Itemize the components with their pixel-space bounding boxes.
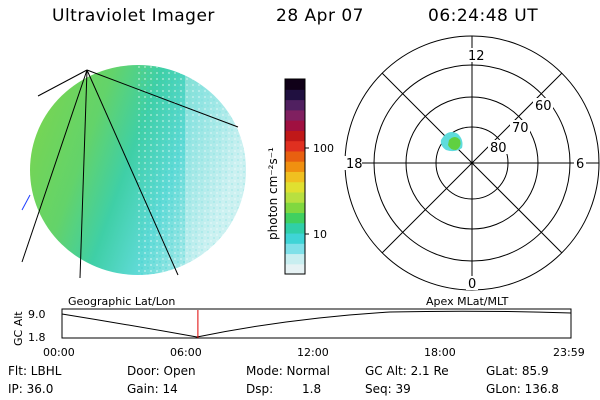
terminator-segment bbox=[21, 194, 31, 211]
colorbar-segment bbox=[285, 212, 305, 224]
mlt-label-6: 6 bbox=[576, 157, 584, 172]
lat-label-bg-60 bbox=[533, 98, 553, 112]
colorbar-segment bbox=[285, 120, 305, 131]
colorbar-segment bbox=[285, 89, 305, 101]
colorbar-segment bbox=[285, 140, 305, 152]
x-tick-label-2359: 23:59 bbox=[553, 346, 585, 359]
x-tick-label-0000: 00:00 bbox=[43, 346, 75, 359]
polar-diagonal-b bbox=[381, 72, 563, 254]
colorbar bbox=[285, 79, 305, 275]
mlt-label-18: 18 bbox=[346, 157, 363, 172]
colorbar-segment bbox=[285, 222, 305, 234]
colorbar-segment bbox=[285, 171, 305, 183]
footer-dsp-label: Dsp: bbox=[246, 382, 274, 396]
colorbar-frame bbox=[284, 78, 306, 275]
lat-label-bg-70 bbox=[510, 120, 530, 134]
x-tick-label-0600: 06:00 bbox=[170, 346, 202, 359]
footer-glat: GLat: 85.9 bbox=[486, 364, 549, 378]
footer-mode: Mode: Normal bbox=[246, 364, 330, 378]
colorbar-segment bbox=[285, 232, 305, 244]
altitude-curve bbox=[61, 310, 572, 338]
y-tick-label-low: 1.8 bbox=[28, 331, 46, 344]
colorbar-segment bbox=[285, 202, 305, 214]
colorbar-segment bbox=[285, 191, 305, 203]
footer-door: Door: Open bbox=[127, 364, 196, 378]
mlt-label-bg-6 bbox=[574, 156, 586, 170]
colorbar-segment bbox=[285, 109, 305, 121]
colorbar-tick-label-100: 100 bbox=[313, 142, 334, 155]
footer-glon: GLon: 136.8 bbox=[486, 382, 559, 396]
lat-label-60: 60 bbox=[535, 99, 552, 114]
lat-label-80: 80 bbox=[490, 141, 507, 156]
colorbar-segment bbox=[285, 253, 305, 265]
polar-aurora-blob bbox=[440, 132, 463, 152]
timeline-frame bbox=[61, 308, 572, 339]
mlt-label-0: 0 bbox=[468, 277, 476, 292]
lat-label-70: 70 bbox=[512, 121, 529, 136]
polar-plot bbox=[344, 35, 600, 291]
footer-dsp-value: 1.8 bbox=[302, 382, 322, 396]
earth-disk-image bbox=[30, 65, 246, 275]
footer-flt: Flt: LBHL bbox=[8, 364, 62, 378]
colorbar-segment bbox=[285, 161, 305, 172]
colorbar-segment bbox=[285, 181, 305, 193]
geographic-grid-lines bbox=[21, 69, 239, 279]
colorbar-tick-label-10: 10 bbox=[313, 228, 327, 241]
mlt-label-bg-0 bbox=[466, 276, 478, 290]
colorbar-segment bbox=[285, 243, 305, 255]
x-tick-label-1800: 18:00 bbox=[424, 346, 456, 359]
colorbar-segment bbox=[285, 130, 305, 142]
mlt-label-12: 12 bbox=[468, 49, 485, 64]
x-tick-label-1200: 12:00 bbox=[297, 346, 329, 359]
colorbar-unit-label: photon cm⁻²s⁻¹ bbox=[266, 147, 280, 240]
instrument-title: Ultraviolet Imager bbox=[52, 6, 215, 26]
footer-gc-alt: GC Alt: 2.1 Re bbox=[365, 364, 449, 378]
footer-ip: IP: 36.0 bbox=[8, 382, 54, 396]
colorbar-segment bbox=[285, 79, 305, 90]
footer-seq: Seq: 39 bbox=[365, 382, 411, 396]
colorbar-segment bbox=[285, 150, 305, 162]
date-label: 28 Apr 07 bbox=[276, 6, 364, 26]
time-label: 06:24:48 UT bbox=[428, 6, 539, 26]
y-tick-label-high: 9.0 bbox=[28, 308, 46, 321]
colorbar-segment bbox=[285, 99, 305, 111]
footer-gain: Gain: 14 bbox=[127, 382, 178, 396]
mlt-label-bg-12 bbox=[466, 48, 480, 62]
timeline-right-title: Apex MLat/MLT bbox=[426, 295, 509, 308]
mlt-label-bg-18 bbox=[344, 156, 362, 170]
timeline-left-title: Geographic Lat/Lon bbox=[68, 295, 175, 308]
colorbar-segment bbox=[285, 263, 305, 275]
lat-label-bg-80 bbox=[488, 140, 508, 154]
timeline-axis-label: GC Alt bbox=[12, 311, 25, 346]
